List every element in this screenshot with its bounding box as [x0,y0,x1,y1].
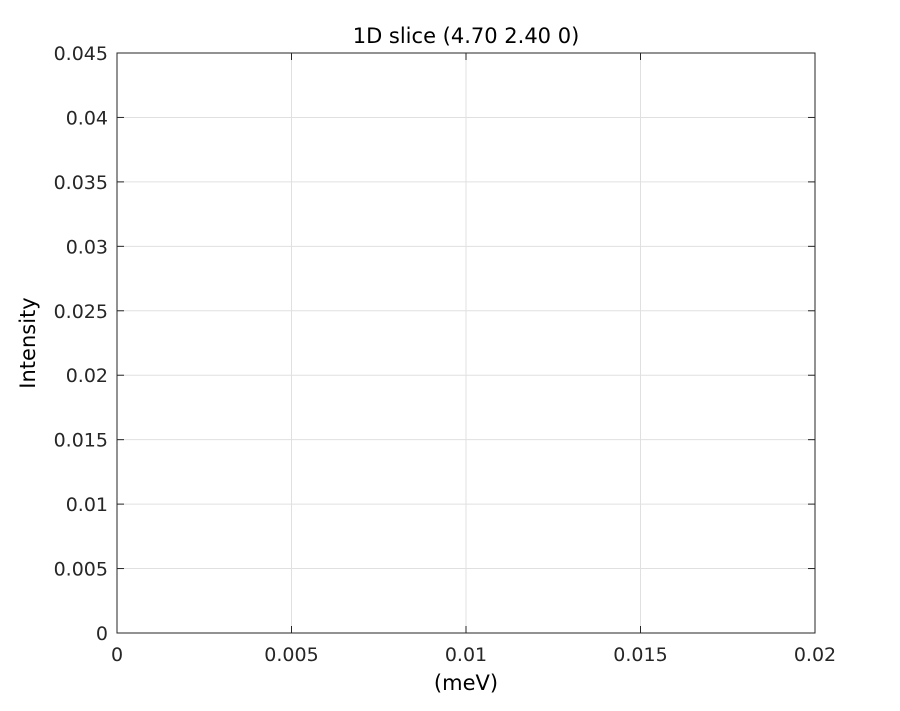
x-axis-label: (meV) [434,671,498,695]
y-tick-label: 0 [96,623,108,645]
y-tick-label: 0.02 [66,365,108,387]
y-tick-label: 0.045 [54,43,108,65]
grid [117,53,815,633]
y-tick-label: 0.015 [54,430,108,452]
y-tick-label: 0.04 [66,107,108,129]
x-tick-label: 0 [111,644,123,666]
y-tick-label: 0.035 [54,172,108,194]
y-axis-label: Intensity [16,297,40,388]
y-axis-tick-labels: 0 0.005 0.01 0.015 0.02 0.025 0.03 0.035 0.04 0.0… [54,43,108,645]
y-tick-label: 0.025 [54,301,108,323]
tick-marks [116,52,816,634]
x-tick-label: 0.005 [264,644,318,666]
x-tick-label: 0.01 [445,644,487,666]
y-tick-label: 0.005 [54,559,108,581]
x-tick-label: 0.02 [794,644,836,666]
y-tick-label: 0.03 [66,236,108,258]
x-axis-tick-labels: 0 0.005 0.01 0.015 0.02 [111,644,836,666]
x-tick-label: 0.015 [613,644,667,666]
chart-title: 1D slice (4.70 2.40 0) [353,24,580,48]
y-tick-label: 0.01 [66,494,108,516]
